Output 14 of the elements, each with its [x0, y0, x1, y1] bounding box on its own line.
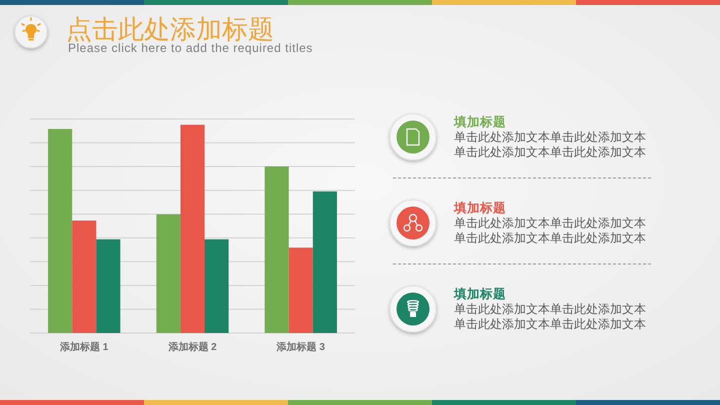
item-heading: 填加标题	[454, 115, 506, 129]
item-heading: 填加标题	[454, 287, 506, 301]
subtitle: Please click here to add the required titles	[68, 41, 313, 55]
item-text: 单击此处添加文本单击此处添加文本	[454, 231, 646, 245]
item-text: 单击此处添加文本单击此处添加文本	[454, 216, 646, 230]
item-text: 单击此处添加文本单击此处添加文本	[454, 317, 646, 331]
item-heading: 填加标题	[454, 201, 506, 215]
x-tick-label: 添加标题 1	[60, 342, 108, 353]
x-tick-label: 添加标题 3	[276, 342, 325, 353]
item-text: 单击此处添加文本单击此处添加文本	[454, 130, 646, 144]
item-text: 单击此处添加文本单击此处添加文本	[454, 145, 646, 159]
title: 点击此处添加标题	[66, 14, 274, 44]
x-tick-label: 添加标题 2	[168, 342, 217, 353]
item-text: 单击此处添加文本单击此处添加文本	[454, 302, 646, 316]
